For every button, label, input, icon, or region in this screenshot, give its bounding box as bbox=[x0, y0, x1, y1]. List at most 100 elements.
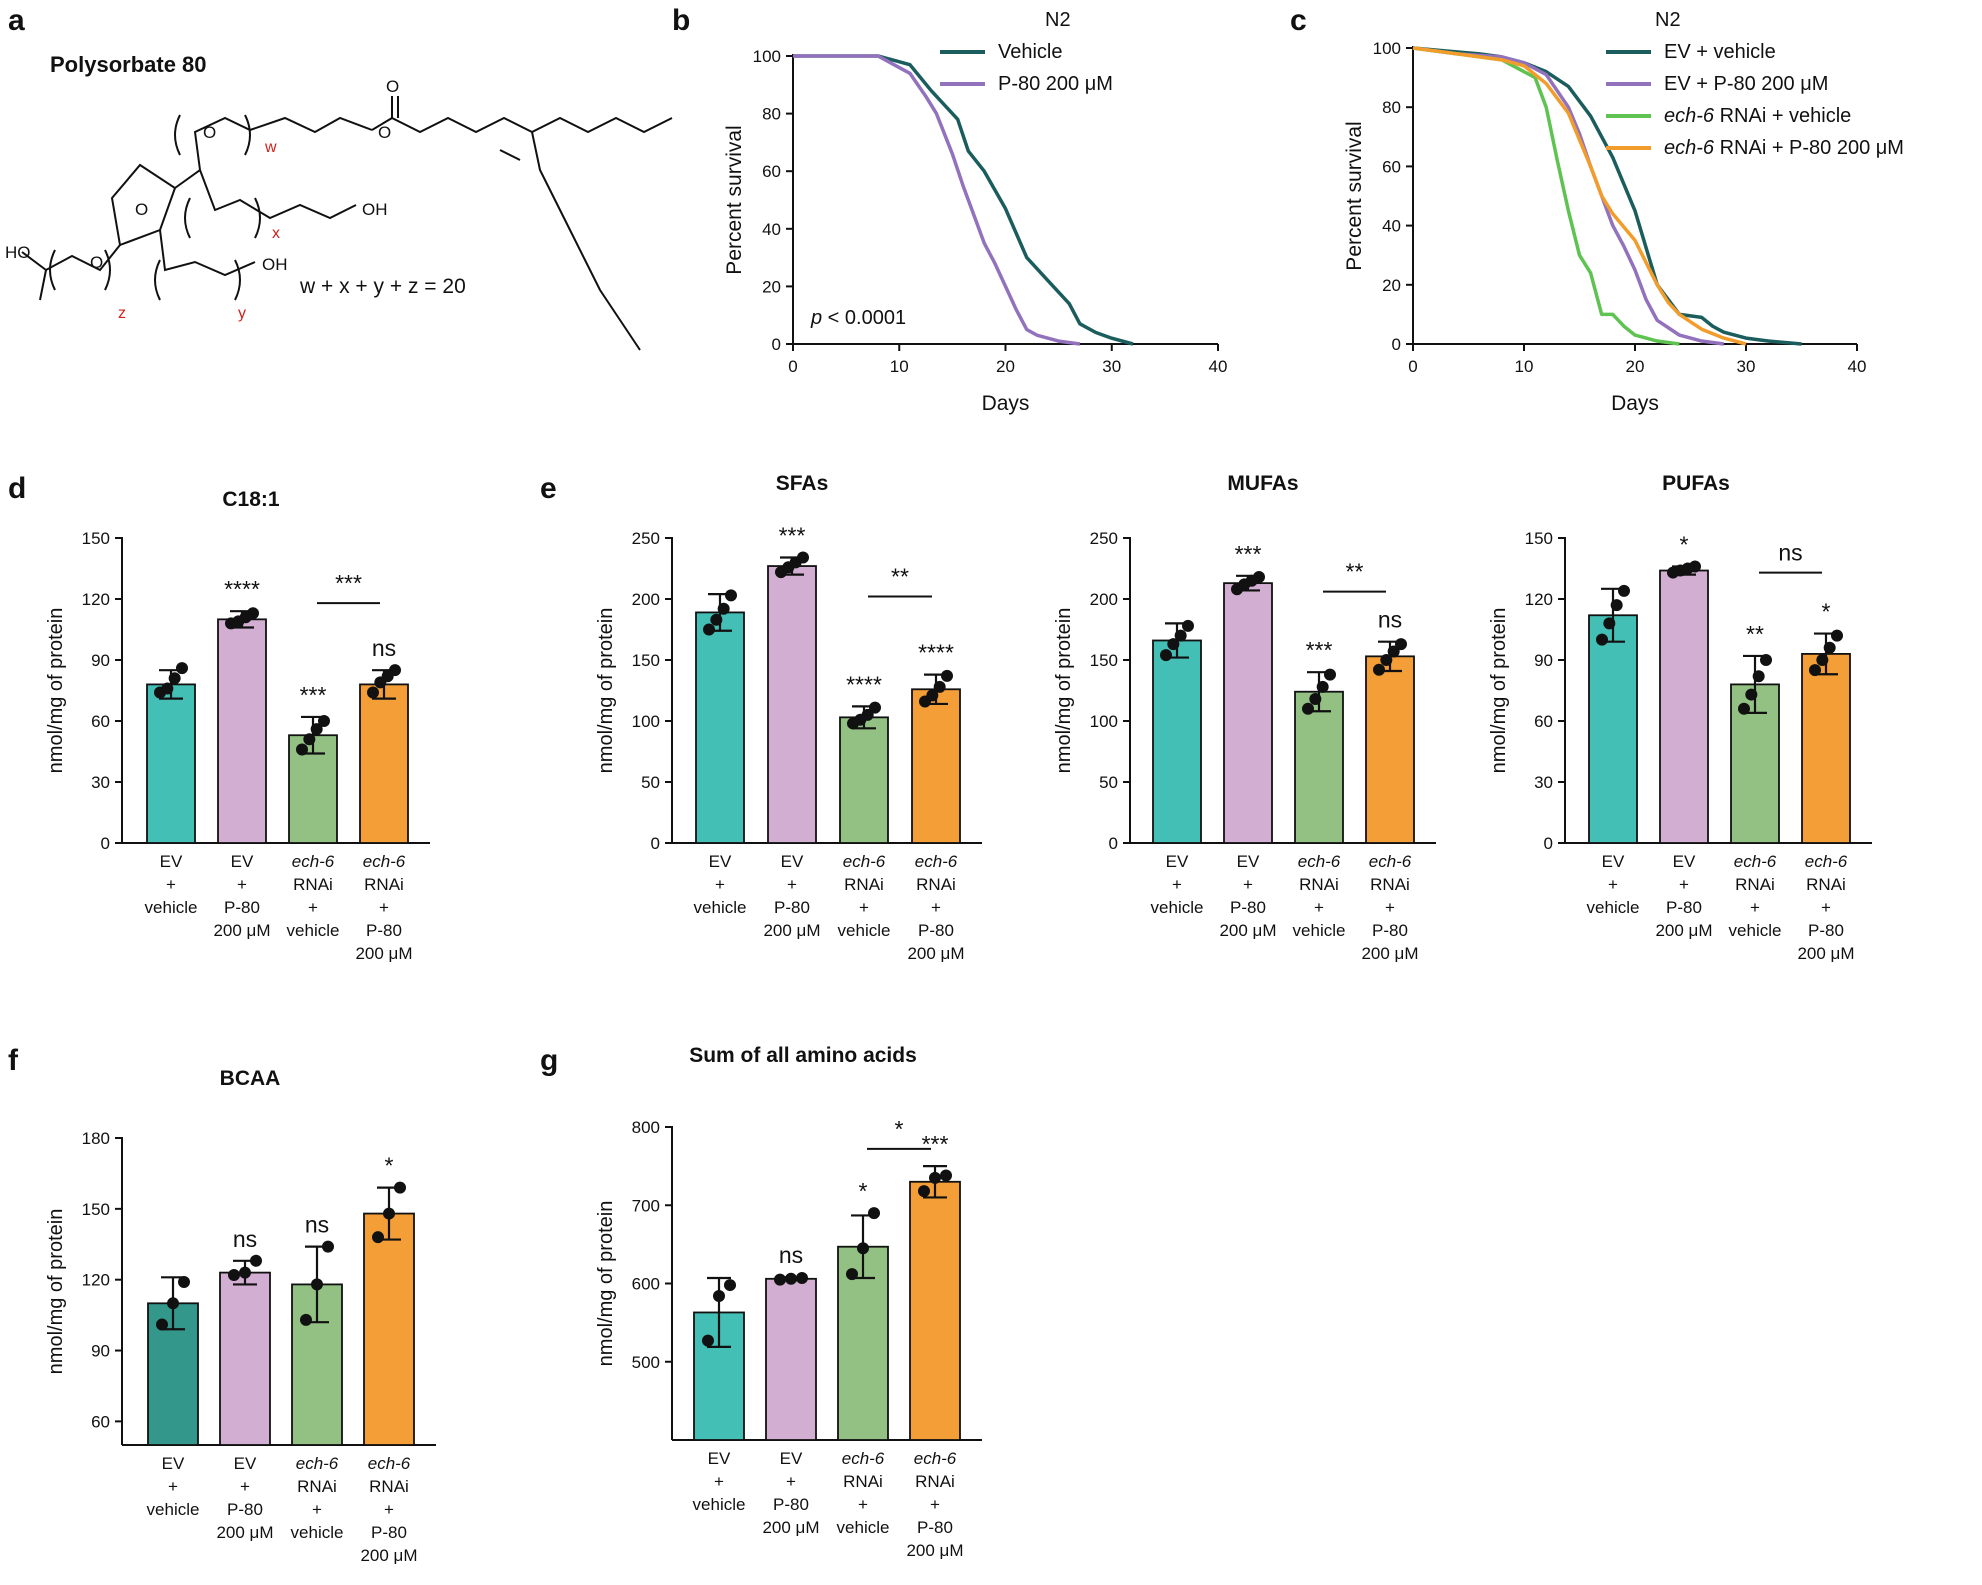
series-line-3 bbox=[1412, 46, 1747, 346]
data-point bbox=[1816, 654, 1829, 666]
y-axis-label: nmol/mg of protein bbox=[1488, 608, 1510, 774]
y-axis-label: nmol/mg of protein bbox=[595, 608, 617, 774]
data-point bbox=[310, 723, 323, 736]
data-point bbox=[1745, 688, 1758, 701]
significance-label-3: ns bbox=[372, 635, 396, 661]
data-point bbox=[713, 1290, 725, 1303]
significance-label-3: * bbox=[1822, 599, 1831, 625]
series-line-1 bbox=[793, 54, 1081, 346]
atom-o-2: O bbox=[203, 123, 216, 142]
y-tick-label: 120 bbox=[1525, 590, 1553, 609]
category-label-0: EV + vehicle bbox=[1587, 852, 1640, 917]
y-tick-label: 60 bbox=[91, 1412, 110, 1431]
y-tick-label: 180 bbox=[82, 1129, 110, 1148]
y-tick-label: 0 bbox=[651, 834, 660, 853]
category-label-3: ech-6 RNAi + P-80 200 μM bbox=[1797, 852, 1854, 963]
data-point bbox=[167, 1297, 179, 1310]
chart-title: N2 bbox=[1655, 9, 1681, 31]
data-point bbox=[1387, 645, 1400, 658]
y-tick-label: 0 bbox=[1392, 335, 1401, 354]
y-axis-label: nmol/mg of protein bbox=[45, 608, 67, 774]
category-label-3: ech-6 RNAi + P-80 200 μM bbox=[355, 852, 412, 963]
data-point bbox=[941, 669, 953, 682]
data-point bbox=[861, 708, 874, 721]
chart-title: BCAA bbox=[220, 1067, 281, 1090]
bar-3 bbox=[909, 1180, 961, 1441]
data-point bbox=[1167, 638, 1180, 651]
significance-label-1: **** bbox=[224, 576, 260, 602]
data-point bbox=[1752, 670, 1765, 683]
data-point bbox=[296, 743, 308, 756]
panel-label-b: b bbox=[672, 4, 690, 37]
y-tick-label: 250 bbox=[1090, 529, 1118, 548]
subscript-y: y bbox=[238, 305, 246, 322]
data-point bbox=[239, 1266, 251, 1279]
data-point bbox=[703, 623, 715, 636]
bar-3 bbox=[911, 688, 961, 844]
bar-3 bbox=[363, 1212, 415, 1446]
category-label-2: ech-6 RNAi + vehicle bbox=[1293, 852, 1346, 940]
data-point bbox=[300, 1313, 312, 1326]
significance-label-2: *** bbox=[300, 682, 327, 708]
bar-0 bbox=[1588, 614, 1638, 844]
chart-title: SFAs bbox=[776, 472, 829, 495]
data-point bbox=[372, 1231, 384, 1244]
data-point bbox=[1738, 702, 1750, 715]
data-point bbox=[868, 1207, 880, 1220]
bar-2 bbox=[839, 716, 889, 844]
data-point bbox=[1324, 668, 1336, 681]
y-tick-label: 60 bbox=[762, 162, 781, 181]
data-point bbox=[1610, 599, 1623, 612]
category-label-0: EV + vehicle bbox=[147, 1454, 200, 1519]
x-tick-label: 20 bbox=[1626, 357, 1645, 376]
x-axis-label: Days bbox=[1611, 392, 1659, 415]
data-point bbox=[1253, 571, 1265, 584]
x-tick-label: 10 bbox=[890, 357, 909, 376]
data-point bbox=[846, 1268, 858, 1281]
y-axis-label: nmol/mg of protein bbox=[595, 1201, 617, 1367]
significance-label-1: ns bbox=[233, 1226, 257, 1252]
x-tick-label: 30 bbox=[1737, 357, 1756, 376]
bar-0 bbox=[146, 683, 196, 844]
y-tick-label: 80 bbox=[1382, 98, 1401, 117]
chart-survival-n2-p80: N2 0 20 40 60 80 100 0 10 20 30 40 Days Percent survi… bbox=[723, 9, 1227, 415]
data-point bbox=[725, 589, 737, 602]
y-tick-label: 40 bbox=[762, 220, 781, 239]
bar-2 bbox=[1294, 690, 1344, 844]
data-point bbox=[710, 613, 723, 626]
legend-label-0: Vehicle bbox=[998, 41, 1063, 63]
chart-pufas: PUFAs 0 30 60 90 120 150 nmol/mg of protein EV + v… bbox=[1488, 472, 1872, 963]
y-tick-label: 120 bbox=[82, 1271, 110, 1290]
comparison-label: * bbox=[895, 1116, 904, 1142]
y-tick-label: 60 bbox=[91, 712, 110, 731]
category-label-0: EV + vehicle bbox=[145, 852, 198, 917]
y-tick-label: 0 bbox=[1544, 834, 1553, 853]
data-point bbox=[1809, 664, 1821, 677]
data-point bbox=[940, 1169, 952, 1182]
comparison-label: ** bbox=[1346, 559, 1364, 585]
data-point bbox=[717, 602, 730, 615]
data-point bbox=[156, 1318, 168, 1331]
y-tick-label: 200 bbox=[632, 590, 660, 609]
chart-c18-1: C18:1 0 30 60 90 120 150 nmol/mg of protein EV + v… bbox=[45, 488, 430, 963]
atom-o-ring: O bbox=[135, 200, 148, 219]
y-tick-label: 90 bbox=[91, 651, 110, 670]
y-tick-label: 150 bbox=[82, 529, 110, 548]
data-point bbox=[1302, 702, 1314, 715]
y-tick-label: 100 bbox=[753, 47, 781, 66]
y-tick-label: 20 bbox=[1382, 276, 1401, 295]
chart-survival-n2-ech6: N2 0 20 40 60 80 100 0 10 20 30 40 Days Percent survi… bbox=[1343, 9, 1904, 415]
data-point bbox=[1689, 560, 1701, 573]
y-axis-label: Percent survival bbox=[723, 125, 746, 274]
data-point bbox=[724, 1279, 736, 1292]
data-point bbox=[322, 1240, 334, 1253]
panel-label-d: d bbox=[8, 472, 26, 505]
y-tick-label: 150 bbox=[1090, 651, 1118, 670]
data-point bbox=[933, 680, 946, 693]
panel-label-c: c bbox=[1290, 4, 1307, 37]
polysorbate-structure: Polysorbate 80 HO O O bbox=[5, 52, 673, 351]
panel-label-g: g bbox=[540, 1044, 558, 1077]
data-point bbox=[394, 1181, 406, 1194]
y-tick-label: 120 bbox=[82, 590, 110, 609]
